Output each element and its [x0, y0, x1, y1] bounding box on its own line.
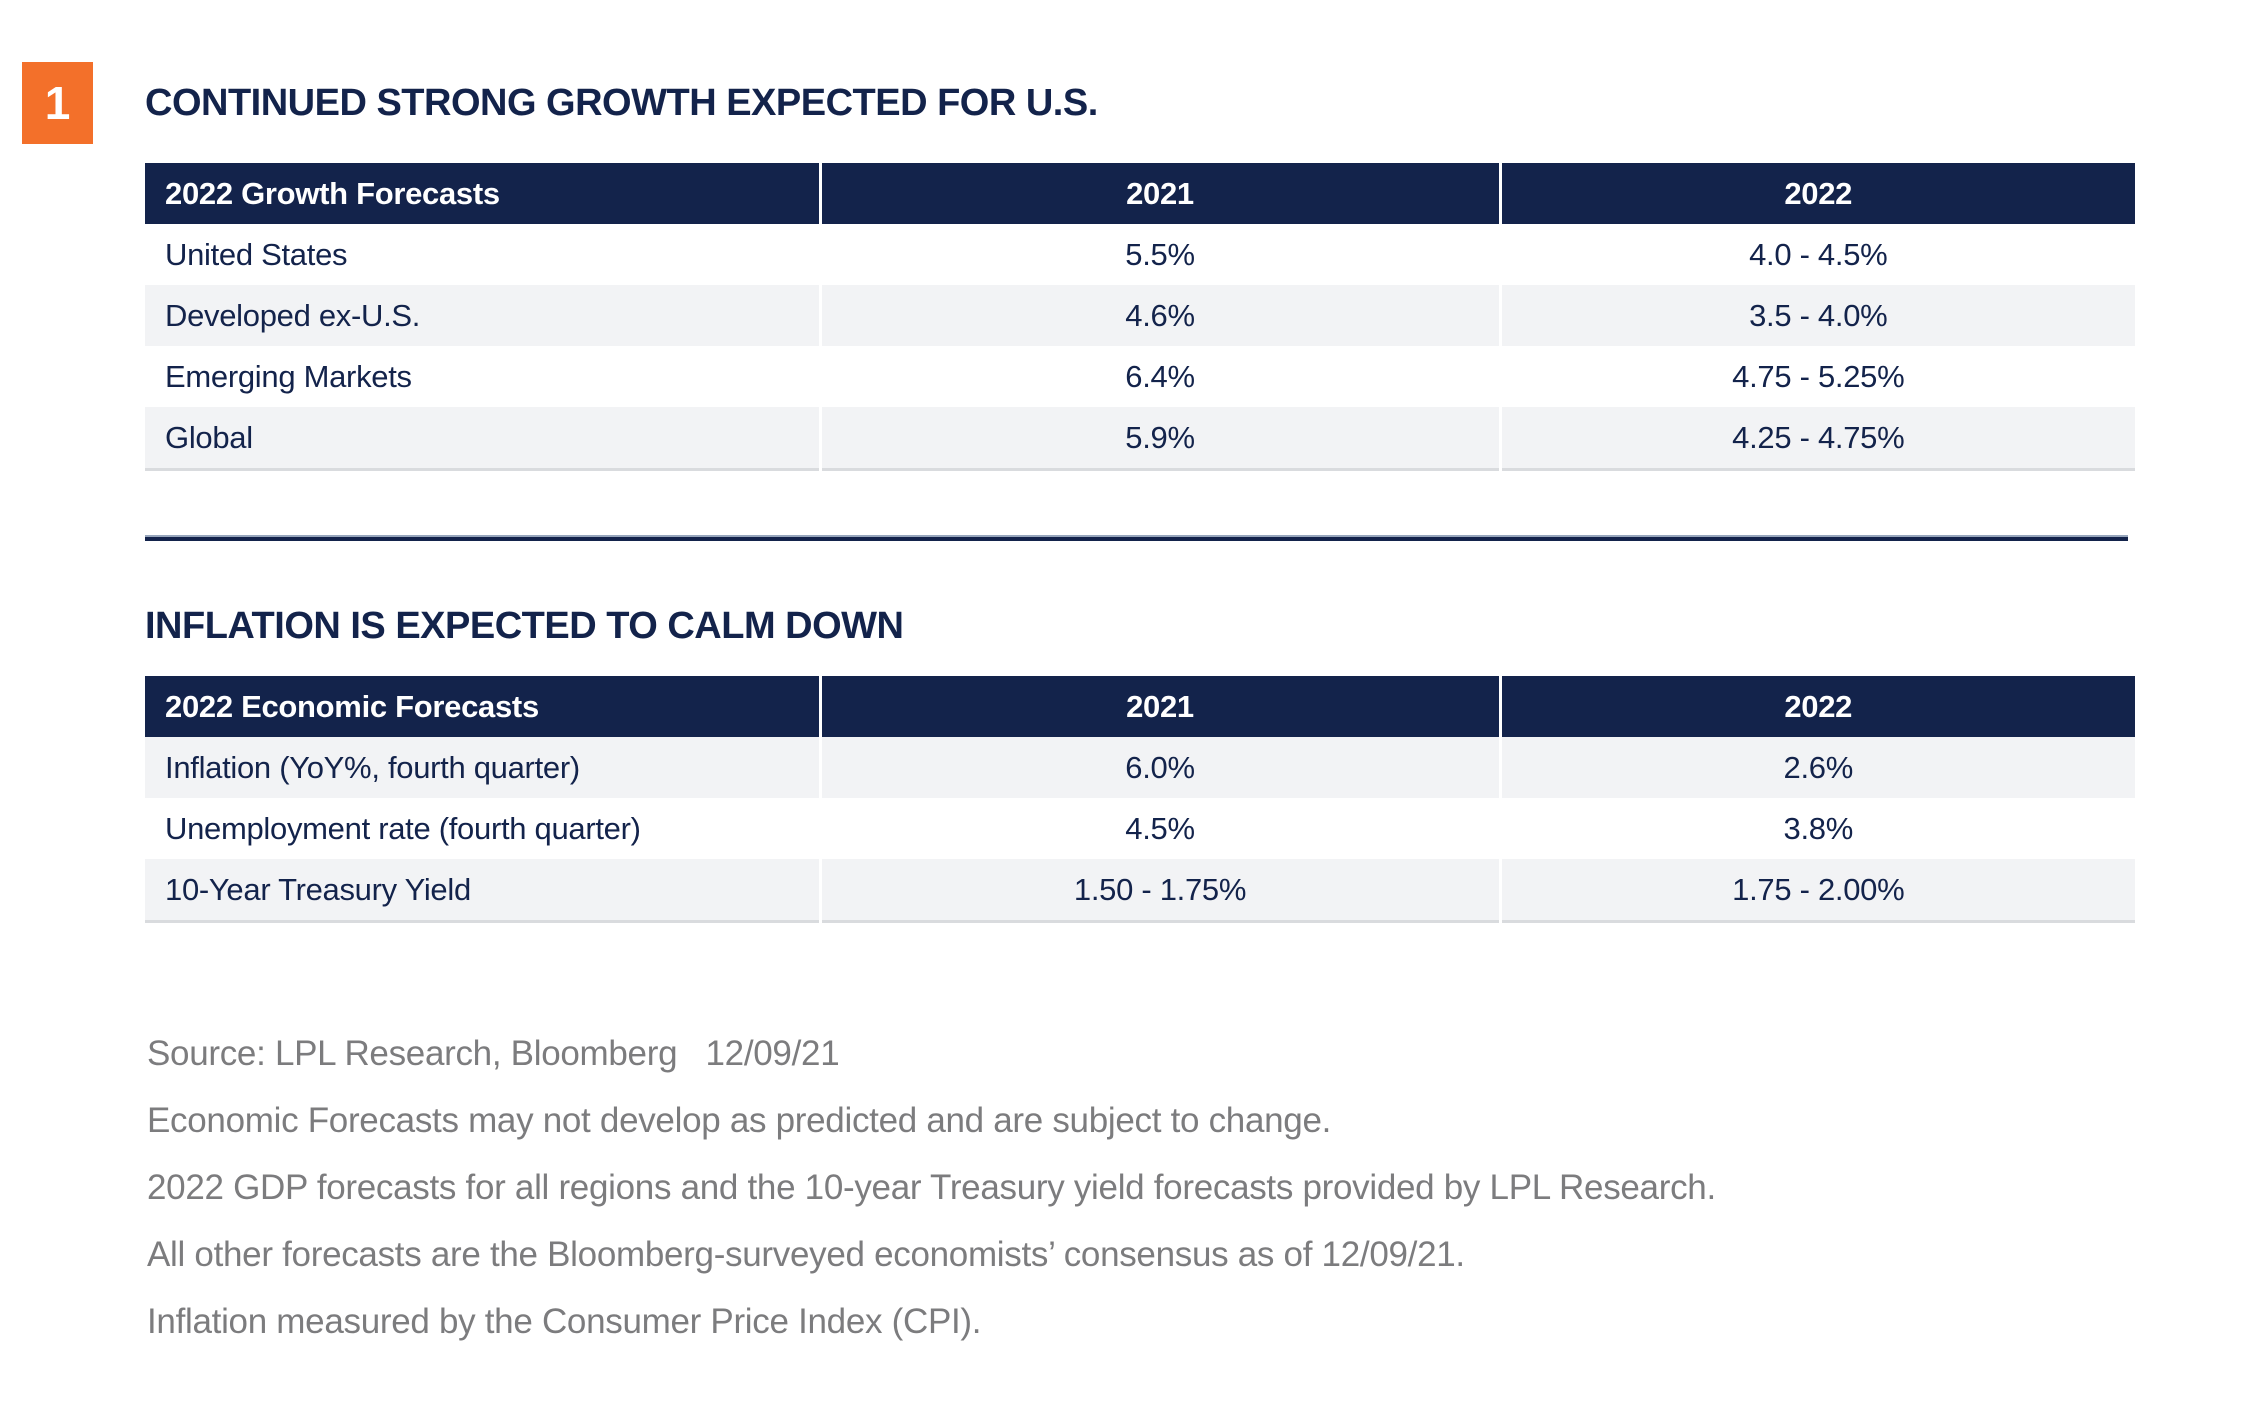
- footnote-source: Source: LPL Research, Bloomberg 12/09/21: [147, 1034, 840, 1073]
- value-2021: 4.5%: [818, 798, 1500, 859]
- section-divider: [145, 535, 2128, 541]
- divider-rule: [145, 537, 2128, 541]
- row-label: Unemployment rate (fourth quarter): [145, 798, 820, 859]
- value-2022: 3.8%: [1498, 798, 2135, 859]
- value-2022: 3.5 - 4.0%: [1498, 285, 2135, 346]
- value-2021: 6.4%: [818, 346, 1500, 407]
- footnote-line: All other forecasts are the Bloomberg-su…: [147, 1235, 1465, 1274]
- section-title-inflation: INFLATION IS EXPECTED TO CALM DOWN: [145, 605, 904, 647]
- table-row: Emerging Markets 6.4% 4.75 - 5.25%: [145, 346, 2135, 407]
- value-2022: 4.25 - 4.75%: [1498, 407, 2135, 470]
- table-row: Developed ex-U.S. 4.6% 3.5 - 4.0%: [145, 285, 2135, 346]
- value-2022: 2.6%: [1498, 737, 2135, 798]
- growth-forecasts-table: 2022 Growth Forecasts 2021 2022 United S…: [145, 163, 2135, 471]
- section-title-growth: CONTINUED STRONG GROWTH EXPECTED FOR U.S…: [145, 82, 1098, 124]
- table-row: United States 5.5% 4.0 - 4.5%: [145, 224, 2135, 285]
- value-2022: 4.75 - 5.25%: [1498, 346, 2135, 407]
- figure-number: 1: [44, 77, 71, 129]
- figure-number-badge: 1: [22, 62, 93, 144]
- footnote-line: 2022 GDP forecasts for all regions and t…: [147, 1168, 1716, 1207]
- row-label: Inflation (YoY%, fourth quarter): [145, 737, 820, 798]
- header-cell-label: 2022 Economic Forecasts: [145, 676, 820, 737]
- table-row: Unemployment rate (fourth quarter) 4.5% …: [145, 798, 2135, 859]
- row-label: 10-Year Treasury Yield: [145, 859, 820, 922]
- header-cell-2021: 2021: [818, 163, 1500, 224]
- value-2022: 1.75 - 2.00%: [1498, 859, 2135, 922]
- value-2021: 5.5%: [818, 224, 1500, 285]
- table-row: 10-Year Treasury Yield 1.50 - 1.75% 1.75…: [145, 859, 2135, 922]
- row-label: Developed ex-U.S.: [145, 285, 820, 346]
- header-cell-2022: 2022: [1498, 163, 2135, 224]
- table-row: Global 5.9% 4.25 - 4.75%: [145, 407, 2135, 470]
- value-2022: 4.0 - 4.5%: [1498, 224, 2135, 285]
- row-label: Emerging Markets: [145, 346, 820, 407]
- footnote-line: Economic Forecasts may not develop as pr…: [147, 1101, 1332, 1140]
- footnote-line: Inflation measured by the Consumer Price…: [147, 1302, 982, 1341]
- value-2021: 1.50 - 1.75%: [818, 859, 1500, 922]
- divider-highlight: [145, 535, 2128, 537]
- header-cell-2022: 2022: [1498, 676, 2135, 737]
- footnotes: Source: LPL Research, Bloomberg 12/09/21…: [147, 1020, 1716, 1355]
- value-2021: 6.0%: [818, 737, 1500, 798]
- header-cell-2021: 2021: [818, 676, 1500, 737]
- row-label: Global: [145, 407, 820, 470]
- economic-forecasts-table: 2022 Economic Forecasts 2021 2022 Inflat…: [145, 676, 2135, 923]
- header-cell-label: 2022 Growth Forecasts: [145, 163, 820, 224]
- value-2021: 4.6%: [818, 285, 1500, 346]
- table-header-row: 2022 Economic Forecasts 2021 2022: [145, 676, 2135, 737]
- value-2021: 5.9%: [818, 407, 1500, 470]
- table-row: Inflation (YoY%, fourth quarter) 6.0% 2.…: [145, 737, 2135, 798]
- row-label: United States: [145, 224, 820, 285]
- table-header-row: 2022 Growth Forecasts 2021 2022: [145, 163, 2135, 224]
